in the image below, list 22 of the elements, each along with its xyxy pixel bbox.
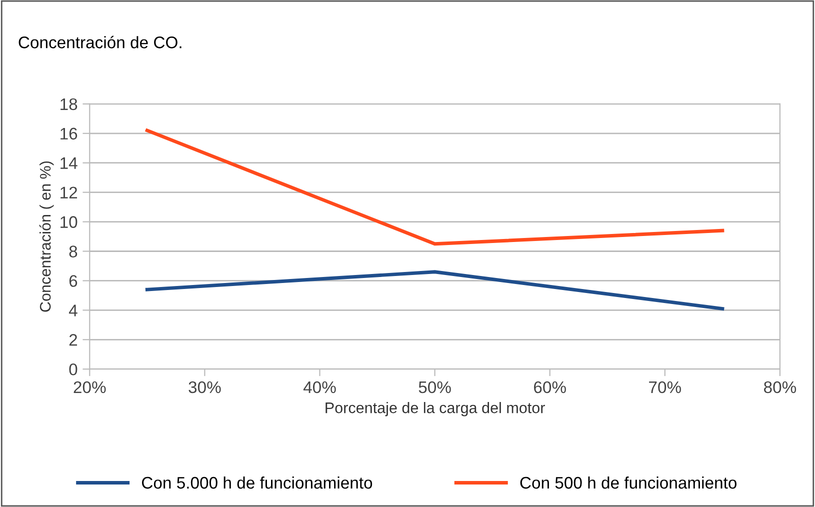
x-tick-label: 20% — [74, 381, 106, 394]
x-tick-label: 30% — [188, 381, 221, 394]
x-tick-label: 80% — [764, 381, 796, 394]
legend-label: Con 500 h de funcionamiento — [520, 476, 736, 489]
y-tick-label: 2 — [69, 334, 78, 346]
x-tick-label: 60% — [534, 381, 566, 394]
y-tick-label: 0 — [69, 363, 78, 376]
x-tick-label: 50% — [418, 381, 451, 394]
y-tick-label: 18 — [60, 98, 78, 110]
y-tick-label: 6 — [69, 275, 78, 287]
y-tick-label: 16 — [60, 128, 78, 140]
y-tick-label: 8 — [69, 246, 78, 258]
y-tick-label: 12 — [60, 186, 78, 198]
chart-title: Concentración de CO. — [18, 36, 182, 48]
y-tick-label: 14 — [60, 157, 78, 169]
x-tick-label: 40% — [303, 381, 336, 394]
y-axis-title: Concentración ( en %) — [39, 161, 54, 312]
legend-label: Con 5.000 h de funcionamiento — [142, 476, 372, 489]
y-tick-label: 4 — [68, 304, 78, 316]
y-tick-label: 10 — [60, 216, 78, 228]
x-tick-label: 70% — [649, 381, 681, 394]
x-axis-title: Porcentaje de la carga del motor — [326, 402, 545, 416]
